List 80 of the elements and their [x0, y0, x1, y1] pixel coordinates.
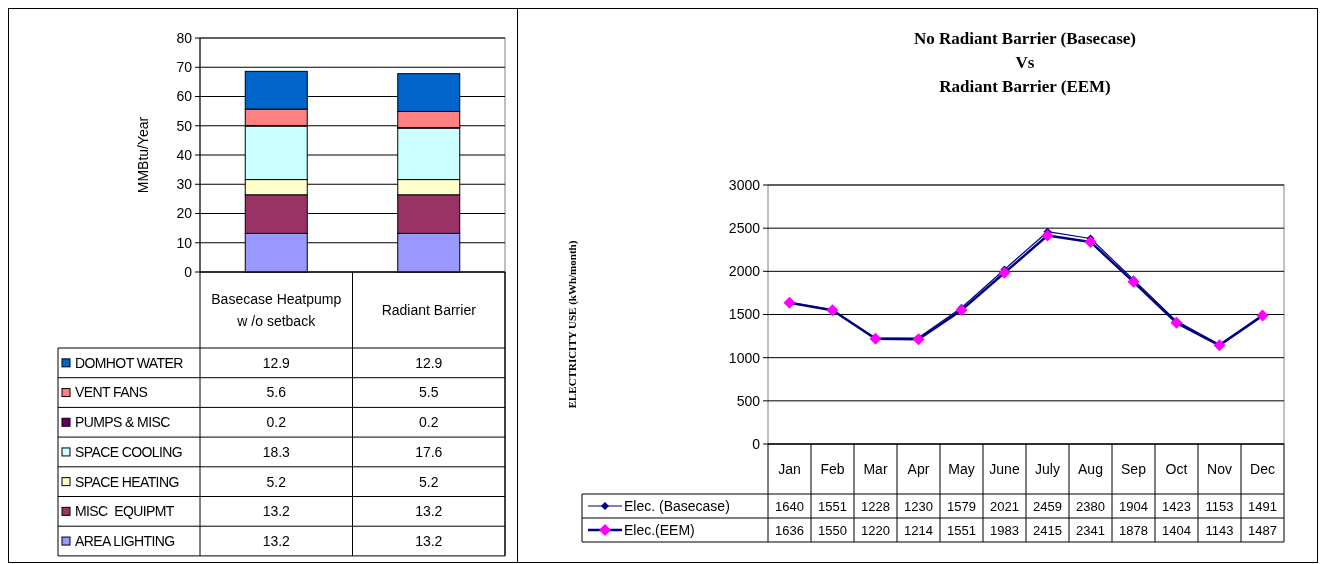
data-label: 2415	[1033, 522, 1062, 538]
x-tick-label: June	[989, 460, 1020, 477]
data-label: 1404	[1162, 522, 1191, 538]
y-tick-label: 1000	[728, 349, 761, 366]
data-label: 2021	[990, 498, 1019, 514]
data-label: 1153	[1205, 498, 1234, 514]
data-label: 5.6	[266, 384, 287, 401]
legend-label: SPACE COOLING	[75, 443, 183, 460]
x-tick-label: Sep	[1121, 460, 1147, 477]
data-label: 13.2	[262, 532, 291, 549]
data-label: 13.2	[415, 532, 443, 549]
legend-label: MISC EQUIPMT	[75, 503, 175, 520]
x-tick-label: Basecase Heatpump w /o setback	[211, 290, 342, 329]
chart-title: No Radiant Barrier (Basecase) Vs Radiant Barrier (EEM)	[913, 29, 1137, 96]
data-label: 1487	[1248, 522, 1277, 538]
y-tick-label: 10	[176, 234, 193, 251]
x-tick-label: Radiant Barrier	[381, 301, 477, 318]
x-tick-label: Jan	[778, 460, 801, 477]
y-tick-label: 40	[176, 146, 193, 163]
data-label: 1579	[947, 498, 976, 514]
data-label: 13.2	[415, 503, 443, 520]
y-tick-label: 30	[176, 176, 193, 193]
x-tick-label: Nov	[1207, 460, 1232, 477]
data-label: 1143	[1205, 522, 1234, 538]
data-label: 0.2	[266, 414, 287, 431]
y-tick-label: 1500	[728, 306, 761, 323]
x-tick-label: Dec	[1250, 460, 1275, 477]
x-tick-label: Feb	[820, 460, 845, 477]
y-tick-label: 500	[736, 392, 761, 409]
data-label: 1551	[947, 522, 976, 538]
x-tick-label: Oct	[1165, 460, 1188, 477]
data-label: 5.5	[419, 384, 439, 401]
x-tick-label: July	[1035, 460, 1060, 477]
data-label: 18.3	[262, 443, 291, 460]
y-tick-label: 70	[176, 59, 193, 76]
y-tick-label: 2000	[728, 263, 761, 280]
data-label: 1878	[1119, 522, 1148, 538]
legend-label: Elec.(EEM)	[624, 521, 695, 538]
legend-label: VENT FANS	[75, 384, 148, 401]
y-tick-label: 50	[176, 117, 193, 134]
data-label: 1636	[775, 522, 804, 538]
y-tick-label: 0	[752, 435, 761, 452]
y-tick-label: 0	[184, 263, 193, 280]
y-tick-label: 2500	[728, 220, 761, 237]
data-label: 0.2	[419, 414, 439, 431]
data-label: 2459	[1033, 498, 1062, 514]
legend-label: PUMPS & MISC	[75, 414, 171, 431]
data-label: 13.2	[262, 503, 291, 520]
data-label: 1214	[904, 522, 933, 538]
x-tick-label: May	[948, 460, 975, 477]
legend-label: DOMHOT WATER	[75, 354, 184, 371]
x-tick-label: Aug	[1078, 460, 1103, 477]
y-tick-label: 3000	[728, 176, 761, 193]
data-label: 17.6	[415, 443, 443, 460]
y-axis-title: ELECTRICITY USE (kWh/month)	[566, 240, 579, 409]
data-label: 12.9	[415, 354, 443, 371]
legend-label: AREA LIGHTING	[75, 532, 175, 549]
data-label: 2380	[1076, 498, 1105, 514]
data-label: 1640	[775, 498, 804, 514]
data-label: 2341	[1076, 522, 1105, 538]
legend-label: SPACE HEATING	[75, 473, 179, 490]
data-label: 1228	[861, 498, 890, 514]
y-tick-label: 20	[176, 205, 193, 222]
data-label: 1983	[990, 522, 1019, 538]
data-label: 1423	[1162, 498, 1191, 514]
data-label: 1491	[1248, 498, 1277, 514]
data-label: 1550	[818, 522, 847, 538]
y-axis-title: MMBtu/Year	[135, 116, 151, 194]
data-label: 1230	[904, 498, 933, 514]
data-label: 1551	[818, 498, 847, 514]
data-label: 1904	[1119, 498, 1148, 514]
y-tick-label: 80	[176, 29, 193, 46]
x-tick-label: Mar	[863, 460, 888, 477]
data-label: 5.2	[419, 473, 439, 490]
legend-label: Elec. (Basecase)	[624, 497, 730, 514]
data-label: 12.9	[262, 354, 291, 371]
data-label: 5.2	[266, 473, 287, 490]
x-tick-label: Apr	[907, 460, 930, 477]
y-tick-label: 60	[176, 88, 193, 105]
data-label: 1220	[861, 522, 890, 538]
